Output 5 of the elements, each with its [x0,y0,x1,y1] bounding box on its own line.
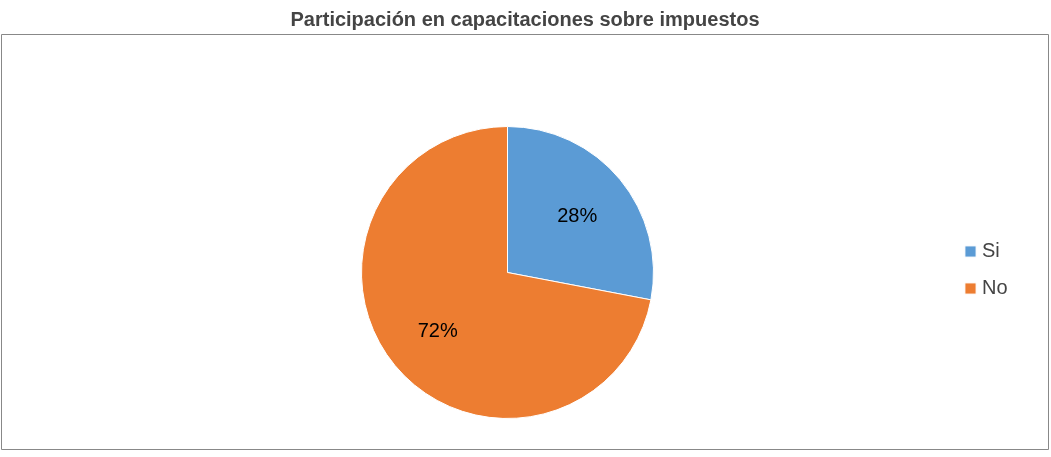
legend-label: No [982,276,1008,299]
data-label: 28% [557,203,598,226]
data-label: 72% [417,319,458,342]
legend-label: Si [982,239,1001,262]
chart-title: Participación en capacitaciones sobre impuestos [290,7,760,30]
